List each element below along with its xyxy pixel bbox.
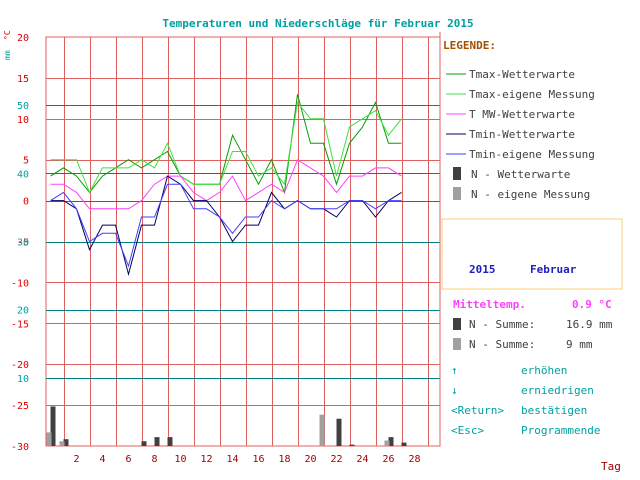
y-tick-label-temp: 5 (23, 156, 29, 167)
n-summe-eig-value: 9 mm (566, 338, 593, 351)
period-year: 2015 (469, 263, 496, 276)
stats-panel: Mitteltemp. 0.9 °C N - Summe: 16.9 mm N … (453, 298, 613, 351)
x-tick-label: 12 (200, 454, 212, 465)
n-summe-eig-label: N - Summe: (469, 338, 535, 351)
x-tick-label: 2 (73, 454, 79, 465)
x-tick-label: 18 (278, 454, 290, 465)
series-line (50, 94, 402, 195)
series-line (50, 175, 402, 277)
help-action: bestätigen (521, 404, 587, 417)
n-summe-ww-value: 16.9 mm (566, 318, 613, 331)
n-summe-eig-swatch (453, 338, 461, 350)
x-tick-label: 24 (356, 454, 368, 465)
precip-bar (50, 406, 56, 446)
precip-bar (401, 442, 407, 446)
series-line (50, 101, 402, 194)
x-tick-label: 16 (252, 454, 264, 465)
x-tick-label: 28 (408, 454, 420, 465)
x-tick-label: 26 (382, 454, 394, 465)
legend-panel: LEGENDE: Tmax-Wetterwarte Tmax-eigene Mes… (439, 32, 595, 446)
precip-bar (319, 414, 325, 446)
help-action: Programmende (521, 424, 600, 437)
y-tick-label-mm: 30 (17, 238, 29, 249)
period-box-frame (441, 218, 623, 290)
period-box: 2015 Februar (441, 218, 623, 290)
y-tick-label-temp: 0 (23, 197, 29, 208)
x-tick-label: 20 (304, 454, 316, 465)
x-tick-label: 22 (330, 454, 342, 465)
y-tick-label-temp: -25 (11, 401, 29, 412)
x-tick-label: 14 (226, 454, 238, 465)
help-key: ↓ (451, 384, 458, 397)
mitteltemp-value: 0.9 °C (572, 298, 612, 311)
legend-label: Tmin-Wetterwarte (469, 128, 575, 141)
legend-label: N - eigene Messung (471, 188, 590, 201)
precip-bar (46, 432, 52, 446)
help-key: <Return> (451, 404, 504, 417)
legend-label: Tmin-eigene Messung (469, 148, 595, 161)
unit-celsius: °C (3, 30, 12, 40)
precip-bar (336, 418, 342, 446)
x-tick-label: 4 (99, 454, 105, 465)
precip-bar (167, 437, 173, 446)
help-key: ↑ (451, 364, 458, 377)
precip-bar (63, 439, 69, 446)
y-tick-label-temp: -5 (17, 238, 29, 249)
mitteltemp-label: Mitteltemp. (453, 298, 526, 311)
legend-label: T MW-Wetterwarte (469, 108, 575, 121)
y-tick-label-temp: -20 (11, 360, 29, 371)
precip-bar (154, 437, 160, 446)
legend-label: Tmax-Wetterwarte (469, 68, 575, 81)
y-tick-label-temp: 15 (17, 74, 29, 85)
y-tick-label-mm: 50 (17, 101, 29, 112)
precip-bar (59, 441, 65, 446)
y-tick-label-temp: -30 (11, 442, 29, 453)
help-key: <Esc> (451, 424, 484, 437)
series-line (50, 183, 402, 268)
legend-swatch-bar (453, 167, 461, 180)
period-month: Februar (530, 263, 577, 276)
legend-header: LEGENDE: (443, 39, 496, 52)
help-action: erniedrigen (521, 384, 594, 397)
plot-grid (45, 36, 441, 447)
y-tick-label-mm: 20 (17, 306, 29, 317)
precip-bar (384, 440, 390, 446)
precip-bar (141, 441, 147, 446)
y-tick-label-temp: 10 (17, 115, 29, 126)
chart-title: Temperaturen und Niederschläge für Febru… (162, 17, 473, 30)
y-tick-label-temp: 20 (17, 33, 29, 44)
precip-bar (388, 437, 394, 446)
keyboard-help: ↑ erhöhen ↓ erniedrigen <Return> bestätigen <E… (451, 364, 600, 437)
x-tick-label: 8 (151, 454, 157, 465)
x-tick-label: 10 (174, 454, 186, 465)
precip-bar (349, 444, 355, 446)
legend-swatch-bar (453, 187, 461, 200)
y-tick-label-mm: 10 (17, 374, 29, 385)
legend-label: Tmax-eigene Messung (469, 88, 595, 101)
legend-label: N - Wetterwarte (471, 168, 570, 181)
y-tick-label-mm: 40 (17, 169, 29, 180)
n-summe-ww-label: N - Summe: (469, 318, 535, 331)
x-axis-unit: Tag (601, 460, 621, 473)
plot-frame (45, 36, 441, 447)
legend-items: Tmax-Wetterwarte Tmax-eigene Messung T MW-… (446, 68, 595, 201)
y-tick-label-temp: -10 (11, 278, 29, 289)
help-action: erhöhen (521, 364, 567, 377)
unit-mm: mm (3, 50, 12, 60)
series-line (50, 158, 402, 210)
plot-marks (46, 94, 407, 446)
y-tick-label-temp: -15 (11, 319, 29, 330)
x-tick-label: 6 (125, 454, 131, 465)
n-summe-ww-swatch (453, 318, 461, 330)
